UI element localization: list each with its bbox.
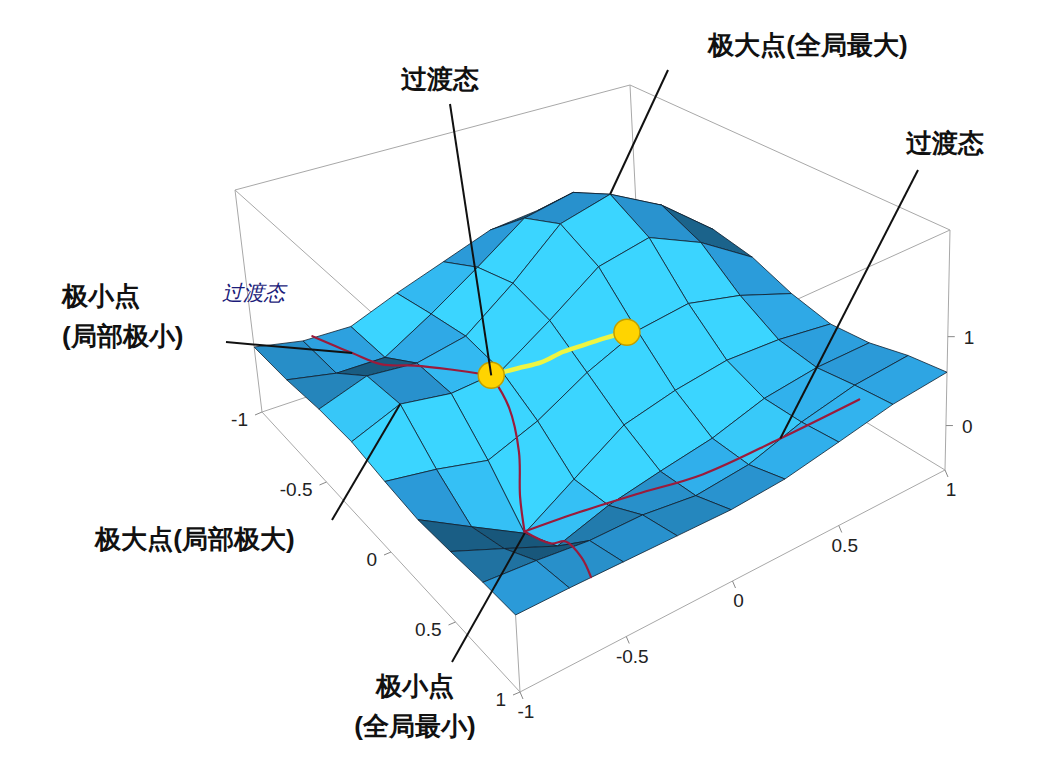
y-tick-label: -1 (518, 701, 535, 722)
x-tick (384, 552, 391, 555)
x-tick (255, 412, 262, 415)
y-tick-label: 0 (733, 590, 744, 611)
surface-cell (254, 341, 336, 380)
x-tick (320, 482, 327, 485)
surface (254, 192, 947, 615)
valley-path (312, 336, 491, 375)
x-tick-label: -1 (231, 409, 248, 430)
x-tick (513, 692, 520, 695)
box-edge (630, 85, 950, 230)
annotation-label: 过渡态 (400, 64, 479, 94)
z-tick-label: 1 (964, 327, 975, 348)
box-edge (235, 85, 630, 190)
y-tick (626, 637, 629, 644)
annotation-label: 极大点(全局最大) (707, 30, 907, 60)
box-edge (945, 230, 950, 470)
leader-line (610, 70, 668, 194)
surface-cell (418, 520, 504, 552)
surface-cell (483, 561, 569, 615)
annotation-label: (全局最小) (354, 711, 475, 741)
background (0, 0, 1062, 776)
annotation-label: 极大点(局部极大) (94, 524, 294, 554)
x-tick-label: 0.5 (415, 619, 441, 640)
z-tick-label: 0 (962, 416, 973, 437)
y-tick (945, 470, 948, 477)
annotation-label: 极小点 (375, 671, 454, 701)
y-tick (520, 692, 523, 699)
x-tick-label: 1 (495, 689, 506, 710)
annotation-label: 极小点 (61, 281, 140, 311)
state-point (614, 319, 640, 345)
leader-line (452, 533, 525, 662)
z-tick (946, 425, 953, 426)
x-tick (449, 622, 456, 625)
leader-line (226, 342, 352, 353)
leader-line (450, 104, 491, 375)
annotation-label: 过渡态 (222, 281, 288, 305)
surface-cell (385, 469, 472, 527)
valley-path (525, 399, 860, 531)
leader-line (780, 170, 918, 438)
axes: -1 -0.5 0 0.5 1 -1 -0.5 0 0.5 1 0 1 (231, 327, 974, 722)
annotation-label: (局部极小) (62, 321, 183, 351)
annotation-label: 过渡态 (905, 128, 984, 158)
y-tick-label: -0.5 (616, 646, 649, 667)
y-tick-label: 0.5 (832, 535, 858, 556)
y-tick-label: 1 (946, 479, 957, 500)
box (235, 85, 950, 692)
x-tick-label: 0 (366, 549, 377, 570)
y-tick (839, 526, 842, 533)
valley-path (491, 375, 524, 531)
y-tick (733, 581, 736, 588)
valley-path (525, 531, 591, 577)
x-tick-label: -0.5 (280, 479, 313, 500)
reaction-path (491, 332, 627, 375)
chart-svg: -1-0.500.51-1-0.500.5101过渡态极大点(全局最大)过渡态极… (0, 0, 1062, 776)
annotations: 过渡态极大点(全局最大)过渡态极小点(局部极小)过渡态极大点(局部极大)极小点(… (61, 30, 984, 741)
leader-line (332, 404, 400, 520)
z-tick (948, 336, 955, 337)
surface-paths (312, 319, 859, 577)
